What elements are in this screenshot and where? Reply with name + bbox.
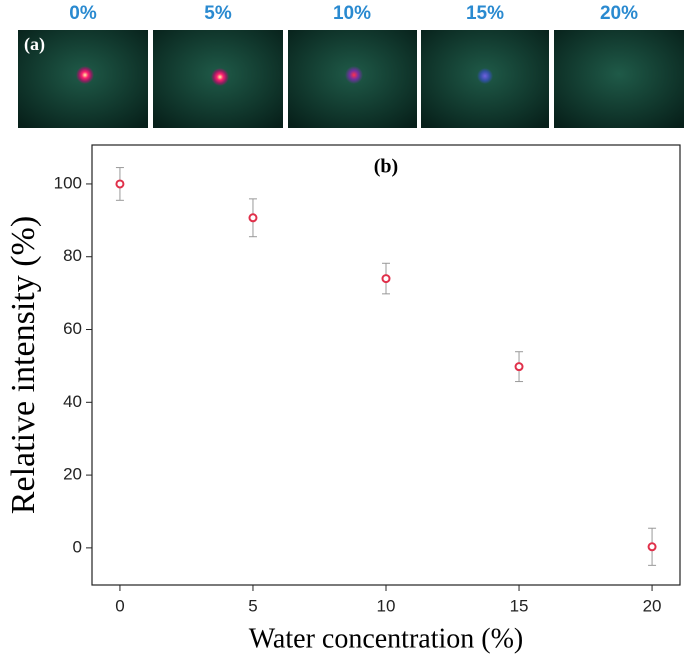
point bbox=[381, 274, 391, 284]
panel-label: (b) bbox=[374, 156, 398, 178]
plot-frame bbox=[91, 144, 681, 586]
x-axis-label: Water concentration (%) bbox=[249, 623, 524, 654]
x-tick-label: 5 bbox=[248, 596, 257, 615]
point bbox=[248, 213, 258, 223]
spot bbox=[76, 66, 94, 84]
y-tick-label: 40 bbox=[63, 392, 82, 411]
spot bbox=[211, 68, 229, 86]
y-tick-label: 80 bbox=[63, 246, 82, 265]
x-tick-label: 0 bbox=[115, 596, 124, 615]
y-tick-label: 60 bbox=[63, 319, 82, 338]
x-tick-label: 10 bbox=[377, 596, 396, 615]
image-label: 15% bbox=[466, 3, 504, 24]
y-tick-label: 0 bbox=[73, 537, 82, 556]
point bbox=[115, 179, 125, 189]
x-tick-label: 20 bbox=[643, 596, 662, 615]
x-tick-label: 15 bbox=[510, 596, 529, 615]
spot bbox=[345, 66, 363, 84]
point bbox=[514, 362, 524, 372]
image-label: 0% bbox=[69, 3, 97, 24]
image bbox=[554, 30, 684, 128]
image-label: 5% bbox=[204, 3, 232, 24]
panel-label: (a) bbox=[24, 34, 45, 55]
y-tick-label: 100 bbox=[54, 173, 82, 192]
image-label: 10% bbox=[333, 3, 371, 24]
point bbox=[647, 542, 657, 552]
image-label: 20% bbox=[600, 3, 638, 24]
image-panels: (a) bbox=[18, 30, 684, 128]
y-axis-label: Relative intensity (%) bbox=[5, 216, 42, 514]
spot bbox=[477, 68, 493, 84]
y-tick-label: 20 bbox=[63, 465, 82, 484]
